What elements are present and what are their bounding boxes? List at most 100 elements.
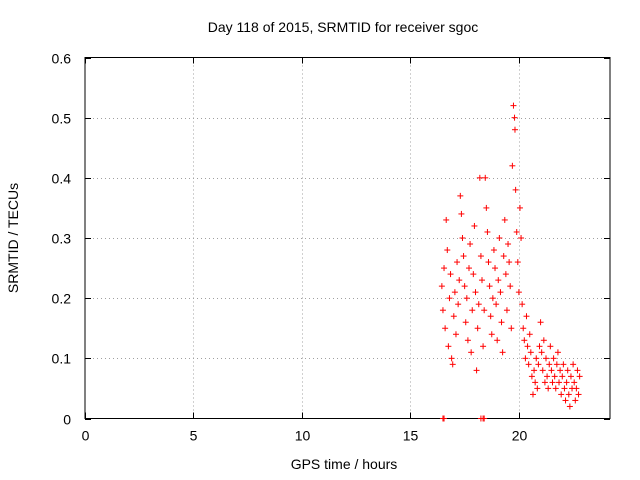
- data-point: [483, 204, 490, 211]
- data-point: [528, 373, 535, 380]
- data-point: [566, 403, 573, 410]
- data-point: [495, 277, 502, 284]
- data-point: [510, 102, 517, 109]
- data-point: [473, 367, 480, 374]
- data-point: [458, 210, 465, 217]
- data-point: [439, 307, 446, 314]
- data-points: [438, 102, 583, 422]
- data-point: [471, 222, 478, 229]
- data-point: [460, 253, 467, 260]
- x-tick-label: 10: [295, 428, 311, 444]
- data-point: [496, 235, 503, 241]
- data-point: [442, 325, 449, 332]
- data-point: [472, 289, 479, 296]
- data-point: [446, 295, 453, 302]
- data-point: [562, 397, 569, 404]
- y-axis-title: SRMTID / TECUs: [5, 183, 21, 293]
- data-point: [505, 241, 512, 248]
- data-point: [455, 301, 462, 308]
- data-point: [564, 367, 571, 374]
- data-point: [522, 355, 529, 362]
- data-point: [544, 373, 551, 380]
- data-point: [509, 162, 516, 169]
- data-point: [550, 355, 557, 362]
- data-point: [480, 343, 487, 350]
- data-point: [461, 283, 468, 290]
- data-point: [484, 228, 491, 235]
- data-point: [492, 265, 499, 272]
- data-point: [574, 367, 581, 374]
- data-point: [572, 397, 579, 404]
- data-point: [449, 361, 456, 368]
- data-point: [511, 114, 518, 121]
- y-tick-label: 0.5: [52, 111, 72, 127]
- data-point: [490, 247, 497, 254]
- data-point: [570, 361, 577, 368]
- y-tick-label: 0.2: [52, 291, 72, 307]
- data-point: [539, 367, 546, 374]
- data-point: [450, 313, 457, 320]
- data-point: [558, 391, 565, 398]
- data-point: [497, 289, 504, 296]
- data-point: [506, 259, 513, 266]
- data-point: [552, 385, 559, 392]
- data-point: [438, 283, 445, 290]
- data-point: [575, 391, 582, 398]
- data-point: [548, 367, 555, 374]
- data-point: [527, 349, 534, 356]
- data-point: [553, 361, 560, 368]
- data-point: [462, 319, 469, 326]
- data-point: [481, 415, 488, 422]
- data-point: [571, 379, 578, 386]
- data-point: [444, 247, 451, 254]
- data-point: [502, 271, 509, 278]
- data-point: [468, 349, 475, 356]
- data-point: [532, 379, 539, 386]
- y-tick-label: 0: [63, 412, 71, 428]
- data-point: [538, 349, 545, 356]
- data-point: [459, 235, 466, 241]
- data-point: [534, 385, 541, 392]
- data-point: [448, 355, 455, 362]
- data-point: [454, 259, 461, 266]
- data-point: [482, 174, 489, 181]
- data-point: [507, 283, 514, 290]
- tick-layer: 0 5 10 15 20 0 0.1 0.2 0.3 0.4 0.5 0.6: [52, 51, 610, 444]
- data-point: [464, 337, 471, 344]
- data-point: [456, 277, 463, 284]
- data-point: [485, 259, 492, 266]
- data-point: [463, 295, 470, 302]
- data-point: [451, 289, 458, 296]
- data-point: [512, 186, 519, 193]
- y-tick-label: 0.4: [52, 171, 72, 187]
- data-point: [457, 192, 464, 199]
- data-point: [537, 319, 544, 326]
- data-point: [559, 373, 566, 380]
- data-point: [540, 337, 547, 344]
- data-point: [479, 277, 486, 284]
- data-point: [486, 283, 493, 290]
- data-point: [561, 385, 568, 392]
- data-point: [520, 325, 527, 332]
- data-point: [524, 343, 531, 350]
- x-tick-label: 20: [512, 428, 528, 444]
- data-point: [573, 385, 580, 392]
- data-point: [469, 307, 476, 314]
- data-point: [499, 349, 506, 356]
- data-point: [535, 361, 542, 368]
- data-point: [503, 307, 510, 314]
- data-point: [514, 259, 521, 266]
- data-point: [516, 204, 523, 211]
- data-point: [481, 307, 488, 314]
- data-point: [488, 331, 495, 338]
- data-point: [549, 379, 556, 386]
- data-point: [563, 379, 570, 386]
- data-point: [519, 301, 526, 308]
- y-tick-label: 0.1: [52, 351, 72, 367]
- data-point: [467, 241, 474, 248]
- data-point: [477, 253, 484, 260]
- x-tick-label: 5: [190, 428, 198, 444]
- x-tick-label: 0: [82, 428, 90, 444]
- data-point: [494, 337, 501, 344]
